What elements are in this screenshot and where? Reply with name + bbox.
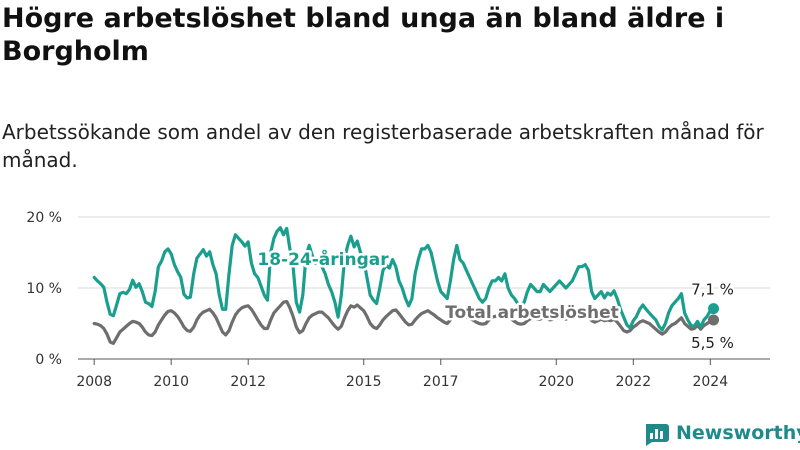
y-axis: 0 % 10 % 20 % bbox=[26, 210, 62, 368]
series-line bbox=[92, 226, 716, 332]
brand-name: Newsworthy bbox=[676, 422, 800, 444]
x-tick-label: 2015 bbox=[346, 374, 382, 390]
x-tick-label: 2020 bbox=[538, 374, 574, 390]
x-tick-label: 2022 bbox=[615, 374, 651, 390]
x-tick-label: 2012 bbox=[230, 374, 266, 390]
y-tick-label: 0 % bbox=[35, 352, 62, 368]
series-end-point bbox=[708, 314, 720, 326]
newsworthy-logo: Newsworthy bbox=[644, 418, 800, 448]
chart-title: Högre arbetslöshet bland unga än bland ä… bbox=[2, 3, 725, 67]
x-tick-label: 2024 bbox=[692, 374, 728, 390]
x-tick-label: 2010 bbox=[153, 374, 189, 390]
series-lines bbox=[92, 226, 720, 345]
x-axis: 2008 2010 2012 2015 2017 2020 2022 2024 bbox=[76, 359, 728, 390]
series-name-label: 18-24-åringar bbox=[257, 248, 389, 270]
series-end-label: 7,1 % bbox=[691, 281, 734, 299]
series-end-point bbox=[708, 303, 720, 315]
series-labels: 18-24-åringar Total arbetslöshet 5,5 % 7,1 … bbox=[255, 246, 736, 354]
series-name-label: Total arbetslöshet bbox=[445, 303, 619, 323]
y-tick-label: 20 % bbox=[26, 210, 62, 226]
y-tick-label: 10 % bbox=[26, 281, 62, 297]
series-end-label: 5,5 % bbox=[691, 334, 734, 352]
series-line bbox=[92, 299, 716, 345]
chart-subtitle: Arbetssökande som andel av den registerb… bbox=[2, 120, 764, 172]
gridlines bbox=[78, 216, 770, 360]
x-tick-label: 2017 bbox=[423, 374, 459, 390]
x-tick-label: 2008 bbox=[76, 374, 112, 390]
newsworthy-bars-icon bbox=[646, 424, 669, 446]
